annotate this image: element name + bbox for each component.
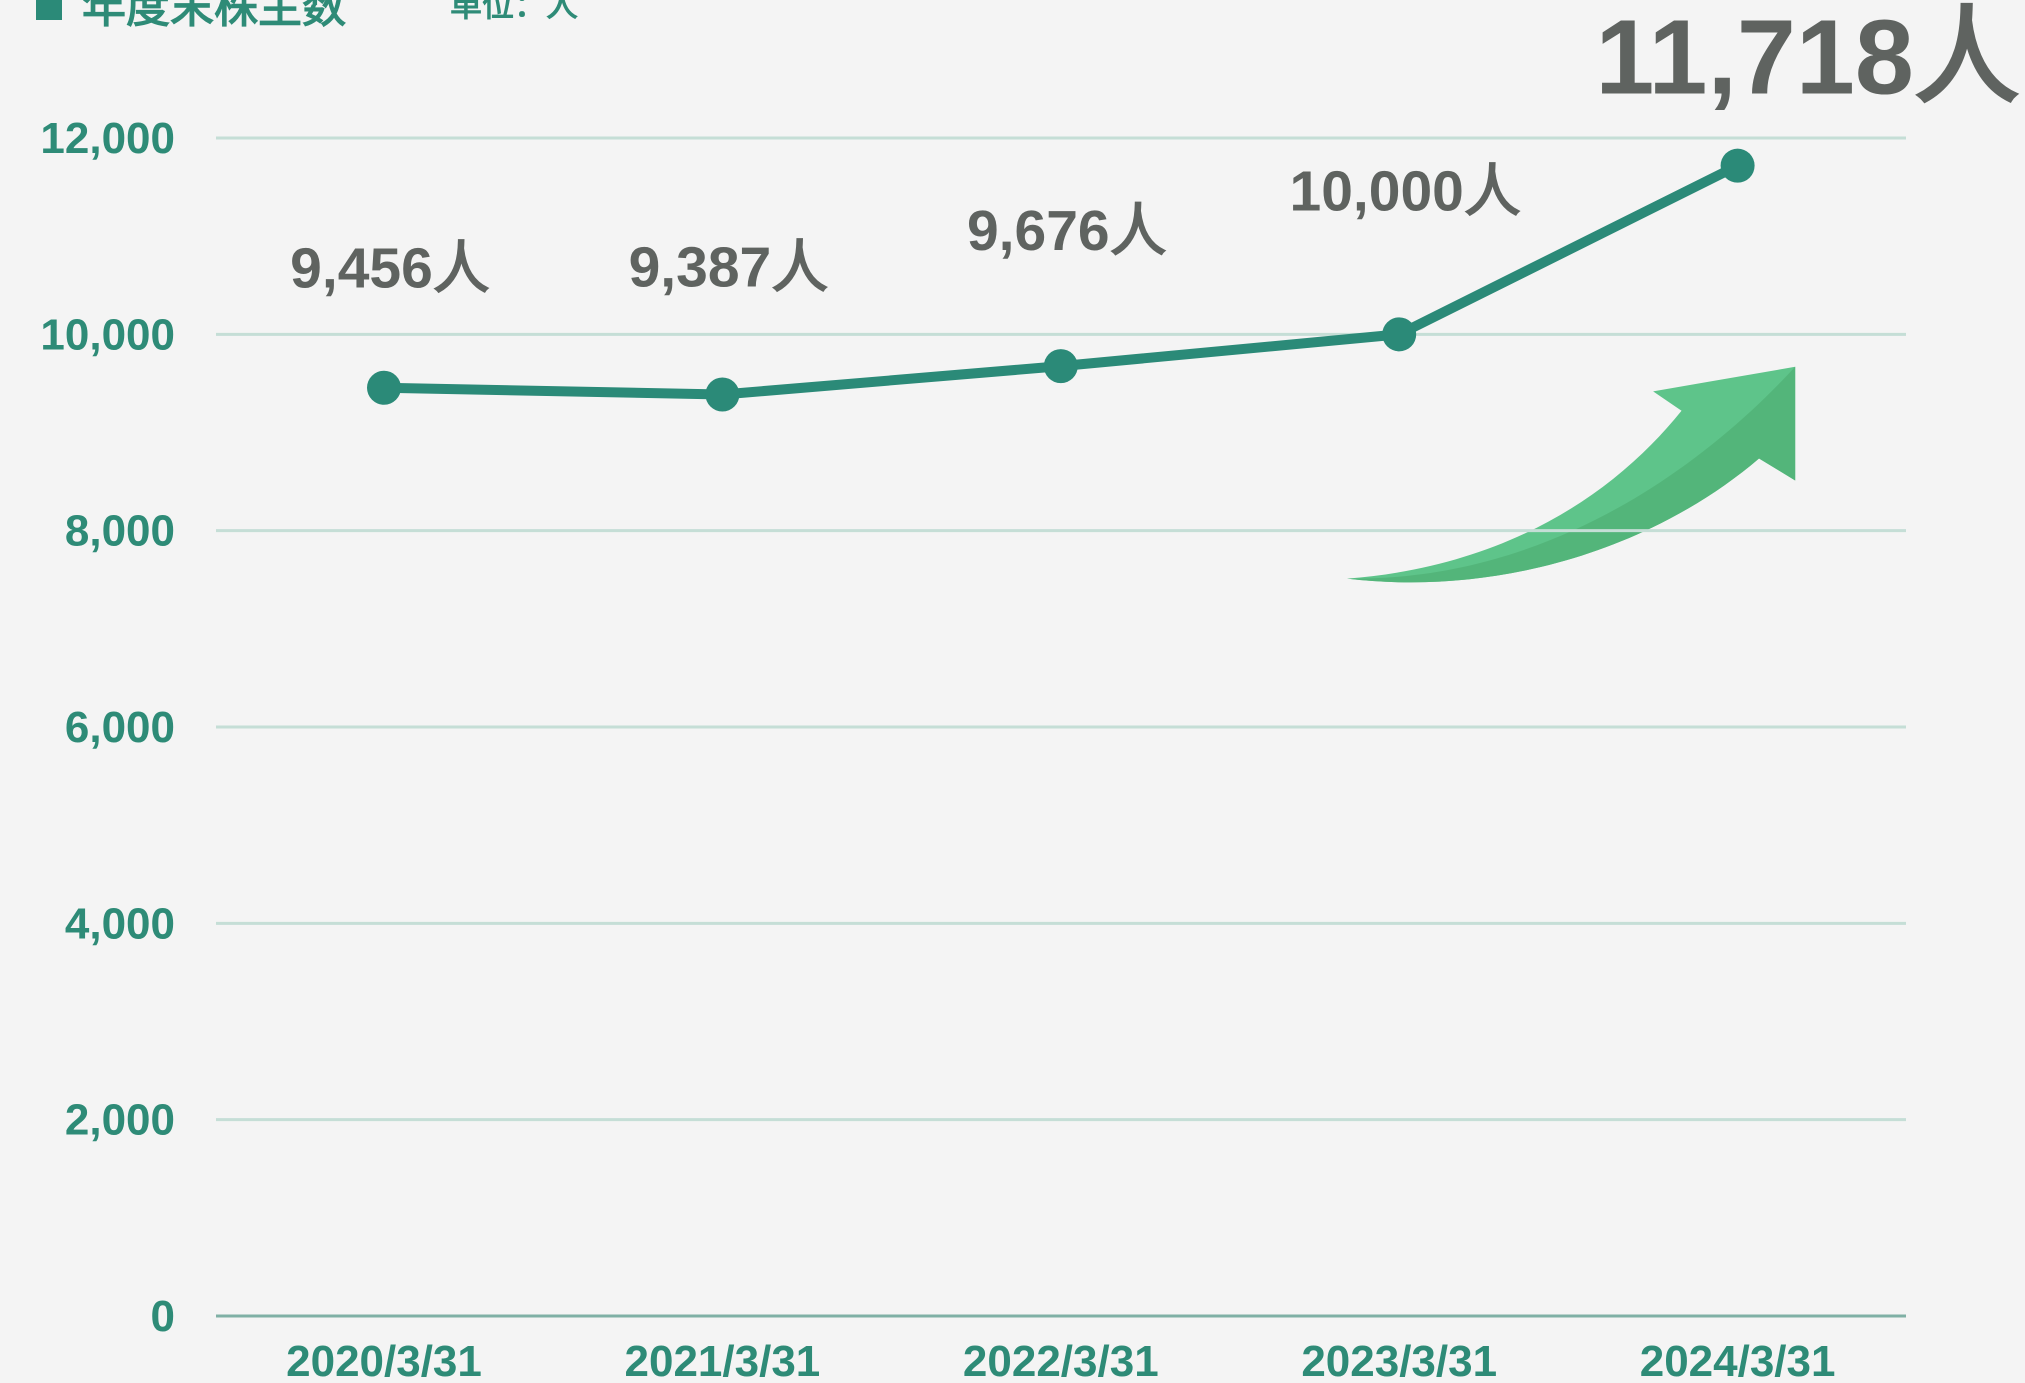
- x-tick-label: 2022/3/31: [963, 1337, 1159, 1383]
- x-tick-label: 2020/3/31: [286, 1337, 482, 1383]
- y-tick-label: 10,000: [40, 310, 175, 359]
- data-point: [1043, 349, 1078, 384]
- x-tick-label: 2024/3/31: [1640, 1337, 1836, 1383]
- data-point: [705, 377, 740, 412]
- unit-label: 単位：人: [450, 0, 578, 23]
- y-tick-label: 12,000: [40, 114, 175, 163]
- data-label: 9,456人: [290, 237, 490, 301]
- x-tick-label: 2021/3/31: [625, 1337, 821, 1383]
- y-tick-label: 6,000: [65, 703, 175, 752]
- data-label: 9,387人: [629, 236, 829, 300]
- data-label: 10,000人: [1290, 159, 1521, 223]
- y-tick-label: 8,000: [65, 507, 175, 556]
- data-point: [1720, 148, 1755, 183]
- x-tick-label: 2023/3/31: [1301, 1337, 1497, 1383]
- y-tick-label: 2,000: [65, 1096, 175, 1145]
- data-point: [1382, 317, 1417, 352]
- y-tick-label: 0: [151, 1292, 175, 1341]
- data-point: [367, 370, 401, 405]
- growth-arrow: [1347, 366, 1796, 583]
- y-tick-label: 4,000: [65, 899, 175, 948]
- data-label: 11,718人: [1595, 0, 2019, 117]
- data-label: 9,676人: [967, 199, 1167, 263]
- legend-label: 年度末株主数: [82, 0, 346, 32]
- legend-swatch: [36, 0, 62, 20]
